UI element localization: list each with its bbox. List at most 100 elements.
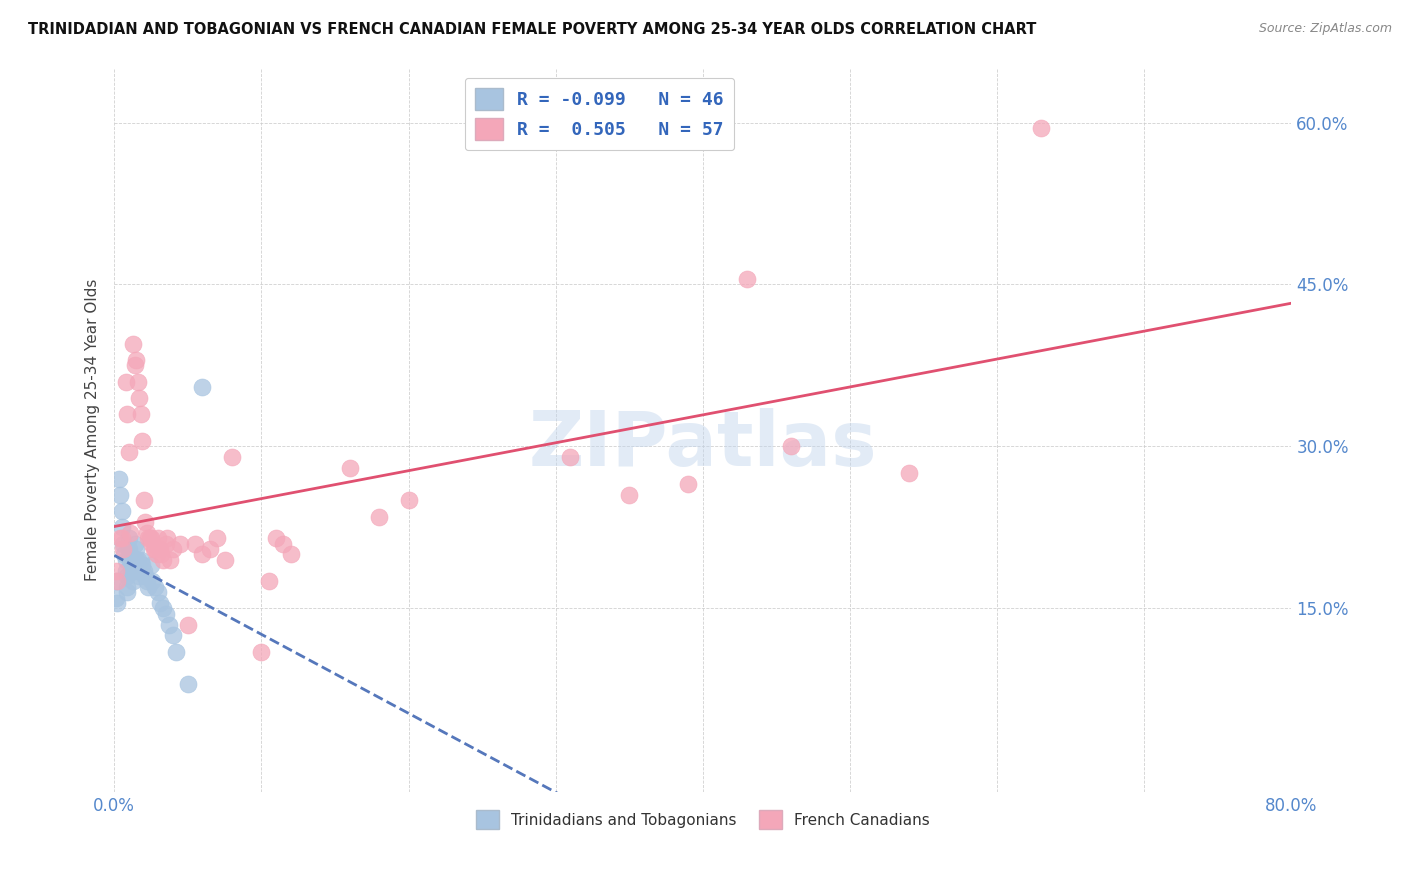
Point xyxy=(125,553,148,567)
Point xyxy=(132,493,155,508)
Point xyxy=(339,461,361,475)
Point xyxy=(257,574,280,589)
Point xyxy=(114,548,136,562)
Point xyxy=(124,536,146,550)
Point xyxy=(136,580,159,594)
Point xyxy=(150,548,173,562)
Point xyxy=(108,531,131,545)
Point xyxy=(134,569,156,583)
Point xyxy=(139,558,162,573)
Point xyxy=(146,548,169,562)
Point xyxy=(619,488,641,502)
Point xyxy=(214,553,236,567)
Legend: Trinidadians and Tobagonians, French Canadians: Trinidadians and Tobagonians, French Can… xyxy=(470,804,936,835)
Point xyxy=(280,548,302,562)
Point xyxy=(107,472,129,486)
Point xyxy=(169,536,191,550)
Point xyxy=(250,644,273,658)
Point xyxy=(131,558,153,573)
Point xyxy=(129,407,152,421)
Point xyxy=(131,434,153,448)
Point xyxy=(117,407,139,421)
Point xyxy=(162,628,184,642)
Point xyxy=(149,541,172,556)
Point xyxy=(560,450,582,465)
Point xyxy=(127,375,149,389)
Point xyxy=(157,617,180,632)
Point xyxy=(148,531,170,545)
Point xyxy=(125,541,148,556)
Point xyxy=(105,574,128,589)
Point xyxy=(104,574,127,589)
Point xyxy=(120,548,142,562)
Point xyxy=(115,564,138,578)
Point xyxy=(205,531,228,545)
Point xyxy=(115,375,138,389)
Point xyxy=(120,525,142,540)
Point xyxy=(198,541,221,556)
Point xyxy=(121,564,143,578)
Point xyxy=(177,677,200,691)
Point xyxy=(118,541,141,556)
Point xyxy=(152,601,174,615)
Point xyxy=(128,569,150,583)
Point xyxy=(118,445,141,459)
Point xyxy=(735,272,758,286)
Point xyxy=(117,580,139,594)
Point xyxy=(104,591,127,605)
Point xyxy=(145,580,167,594)
Point xyxy=(105,596,128,610)
Point xyxy=(124,359,146,373)
Point xyxy=(115,553,138,567)
Point xyxy=(129,553,152,567)
Point xyxy=(780,439,803,453)
Point xyxy=(127,553,149,567)
Point xyxy=(121,553,143,567)
Point xyxy=(165,644,187,658)
Point xyxy=(120,553,142,567)
Point xyxy=(110,531,132,545)
Point xyxy=(148,585,170,599)
Point xyxy=(221,450,243,465)
Point xyxy=(897,467,920,481)
Point xyxy=(155,536,177,550)
Point xyxy=(139,531,162,545)
Text: Source: ZipAtlas.com: Source: ZipAtlas.com xyxy=(1258,22,1392,36)
Point xyxy=(273,536,295,550)
Point xyxy=(122,336,145,351)
Point xyxy=(134,515,156,529)
Point xyxy=(264,531,287,545)
Point xyxy=(108,488,131,502)
Point xyxy=(149,596,172,610)
Point xyxy=(117,585,139,599)
Point xyxy=(118,531,141,545)
Point xyxy=(155,607,177,621)
Point xyxy=(135,574,157,589)
Point xyxy=(104,564,127,578)
Point xyxy=(156,531,179,545)
Point xyxy=(128,391,150,405)
Point xyxy=(111,536,134,550)
Point xyxy=(127,564,149,578)
Point xyxy=(152,553,174,567)
Text: ZIPatlas: ZIPatlas xyxy=(529,408,877,482)
Point xyxy=(1031,120,1053,135)
Point xyxy=(136,531,159,545)
Point xyxy=(117,569,139,583)
Point xyxy=(125,353,148,368)
Point xyxy=(177,617,200,632)
Point xyxy=(398,493,420,508)
Point xyxy=(135,525,157,540)
Point xyxy=(184,536,207,550)
Point xyxy=(122,574,145,589)
Point xyxy=(191,380,214,394)
Point xyxy=(138,531,160,545)
Y-axis label: Female Poverty Among 25-34 Year Olds: Female Poverty Among 25-34 Year Olds xyxy=(86,279,100,582)
Point xyxy=(110,504,132,518)
Point xyxy=(142,541,165,556)
Point xyxy=(122,564,145,578)
Point xyxy=(141,536,163,550)
Point xyxy=(145,541,167,556)
Point xyxy=(162,541,184,556)
Point xyxy=(191,548,214,562)
